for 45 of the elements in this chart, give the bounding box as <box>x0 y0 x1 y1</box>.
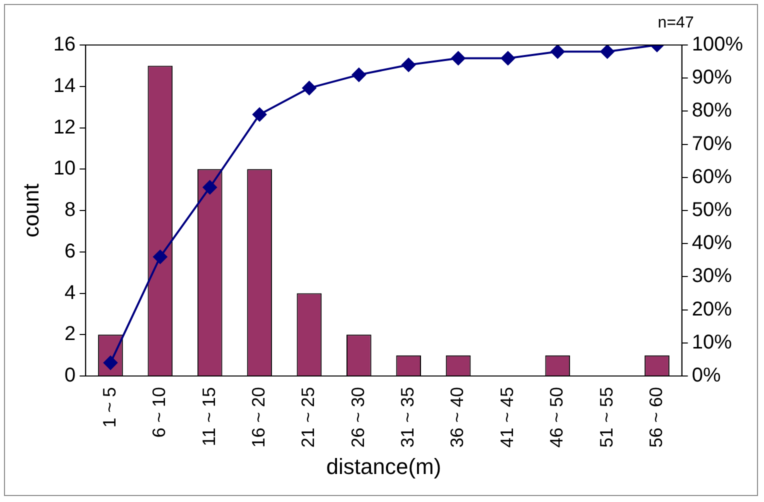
y-tick-label: 8 <box>64 199 76 222</box>
point <box>202 180 217 194</box>
y-tick-label: 16 <box>53 34 76 56</box>
point <box>402 58 416 72</box>
y2-tick-label: 40% <box>692 232 732 254</box>
text: n=47 <box>658 14 694 32</box>
y-tick-label: 10 <box>53 158 76 180</box>
x-tick-label: 1 ~ 5 <box>99 387 120 428</box>
x-tick-label: 46 ~ 50 <box>546 387 567 448</box>
y2-tick-label: 80% <box>692 100 732 122</box>
y-tick-label: 0 <box>64 364 76 387</box>
y2-tick-label: 70% <box>692 132 732 155</box>
y2-tick-label: 50% <box>692 199 732 222</box>
x-tick-label: 11 ~ 15 <box>198 387 219 446</box>
y2-tick-label: 90% <box>692 66 732 89</box>
x-tick-label: 41 ~ 45 <box>496 387 517 448</box>
x-tick-label: 6 ~ 10 <box>149 387 170 438</box>
point <box>252 108 267 122</box>
x-tick-label: 26 ~ 30 <box>348 387 368 448</box>
y-tick-label: 12 <box>53 116 76 138</box>
x-tick-label: 31 ~ 35 <box>398 387 418 448</box>
point <box>302 81 316 96</box>
point <box>352 68 366 82</box>
x-tick-label: 36 ~ 40 <box>447 387 468 448</box>
point <box>451 51 466 66</box>
point <box>600 45 614 59</box>
x-tick-label: 16 ~ 20 <box>248 387 269 448</box>
point <box>500 51 515 66</box>
y-tick-label: 6 <box>64 240 76 262</box>
y2-tick-label: 30% <box>692 265 732 288</box>
y2-tick-label: 60% <box>692 166 732 188</box>
point <box>153 250 168 264</box>
y-tick-label: 2 <box>64 323 76 346</box>
point <box>550 45 565 59</box>
y-tick-label: 14 <box>53 74 76 97</box>
x-axis-title: distance(m) <box>326 454 442 479</box>
y2-tick-label: 10% <box>692 331 732 354</box>
y-tick-label: 4 <box>64 282 76 304</box>
y2-tick-label: 100% <box>692 34 744 56</box>
y2-tick-label: 0% <box>692 364 721 387</box>
x-tick-label: 56 ~ 60 <box>646 387 666 448</box>
y-axis-title: count <box>18 184 44 238</box>
x-tick-label: 21 ~ 25 <box>298 387 318 448</box>
x-tick-label: 51 ~ 55 <box>596 387 616 448</box>
y2-tick-label: 20% <box>692 298 732 320</box>
